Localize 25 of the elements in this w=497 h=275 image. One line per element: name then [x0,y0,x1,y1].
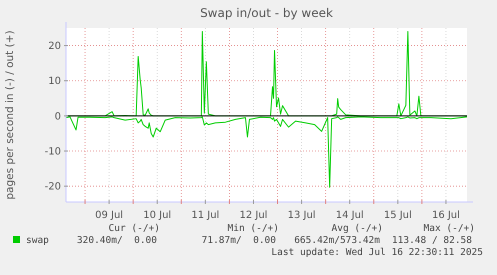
legend-label: swap [26,235,50,246]
y-tick-label: -20 [44,182,61,193]
text: 113.48 / 82.58 [392,235,472,246]
x-tick-label: 13 Jul [288,210,316,221]
x-tick-label: 11 Jul [191,210,220,221]
text: Last update: Wed Jul 16 22:30:11 2025 [271,247,483,258]
text: 320.40m/ 0.00 [76,235,158,246]
text: 665.42m/573.42m [294,235,380,246]
x-tick-label: 15 Jul [384,210,412,221]
x-tick-label: 12 Jul [239,210,268,221]
x-tick-label: 16 Jul [432,210,460,221]
text: 71.87m/ 0.00 [202,235,276,246]
y-tick-label: -10 [44,146,61,158]
text: Max (-/+) [424,223,475,234]
y-tick-label: 0 [54,111,61,122]
x-tick-label: 14 Jul [336,210,364,221]
text: Avg (-/+) [332,223,383,234]
chart-title: Swap in/out - by week [200,6,333,20]
text: Cur (-/+) [108,223,160,234]
y-tick-label: 20 [48,41,61,52]
text: Min (-/+) [228,223,279,234]
y-tick-label: 10 [48,76,61,88]
x-tick-label: 10 Jul [143,210,172,221]
y-axis-title: pages per second in (-) / out (+) [4,30,16,200]
x-tick-label: 09 Jul [95,210,124,221]
